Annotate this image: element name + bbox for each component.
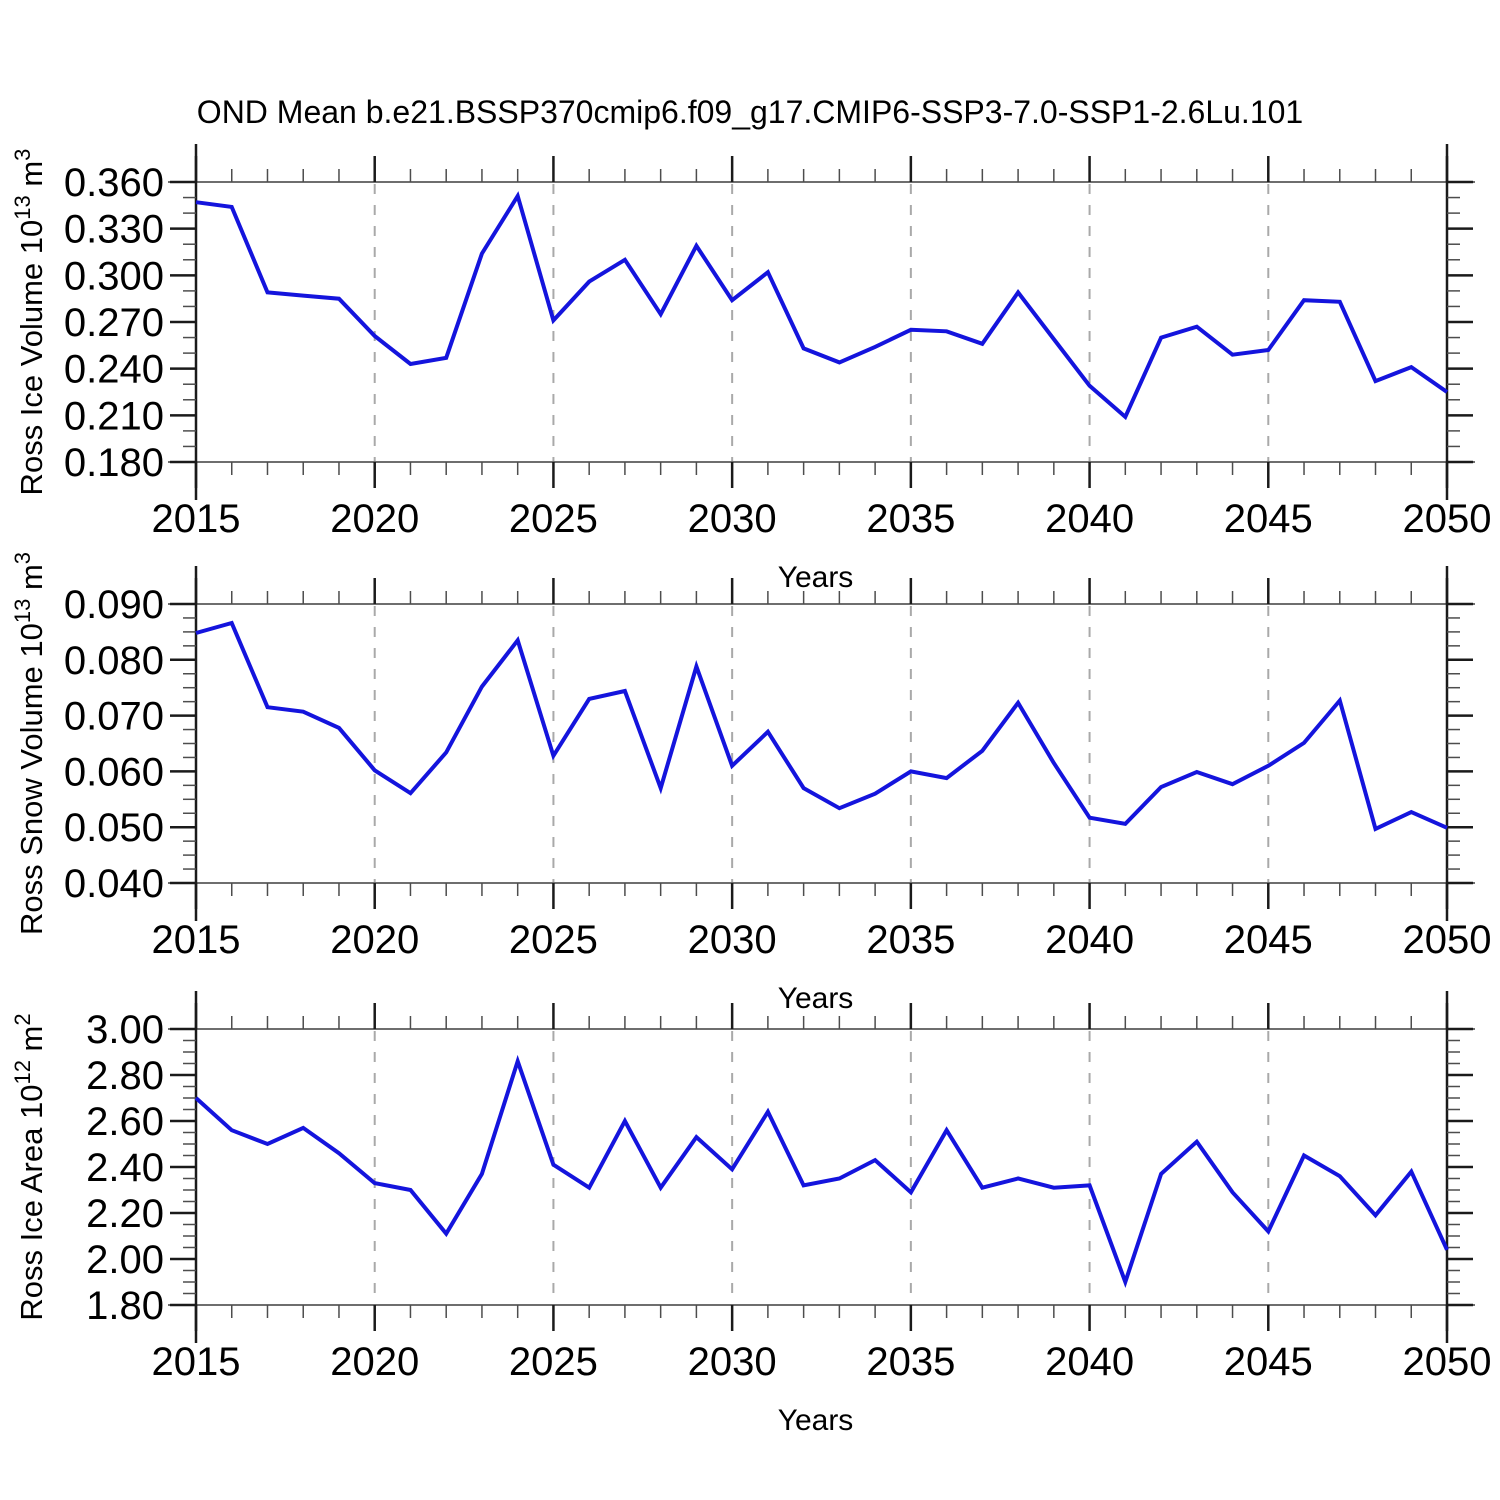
data-series-line: [194, 1054, 1449, 1289]
panel-ross-ice-area: 1.802.002.202.402.602.803.00 2015 2020 2025…: [10, 991, 1491, 1437]
y-tick-label: 0.360: [64, 161, 164, 205]
y-axis-title: Ross Ice Volume 1013 m3: [10, 149, 49, 496]
y-tick-label: 2.20: [86, 1192, 164, 1236]
y-tick-label: 2.80: [86, 1054, 164, 1098]
x-tick-label: 2015: [152, 497, 241, 541]
y-tick-label: 0.070: [64, 695, 164, 739]
x-tick-label: 2050: [1403, 1340, 1492, 1384]
y-tick-label: 0.060: [64, 750, 164, 794]
x-tick-label: 2030: [688, 497, 777, 541]
y-tick-label: 0.180: [64, 441, 164, 485]
x-tick-label: 2035: [866, 497, 955, 541]
y-axis-title: Ross Ice Area 1012 m2: [10, 1013, 49, 1320]
y-tick-label: 0.300: [64, 254, 164, 298]
y-tick-label: 2.40: [86, 1146, 164, 1190]
x-axis-title: Years: [778, 1404, 854, 1437]
x-tick-label: 2050: [1403, 918, 1492, 962]
y-tick-label: 0.270: [64, 301, 164, 345]
x-tick-label: 2050: [1403, 497, 1492, 541]
y-tick-label: 0.240: [64, 348, 164, 392]
y-tick-label: 0.090: [64, 583, 164, 627]
x-tick-label: 2015: [152, 1340, 241, 1384]
x-tick-label: 2015: [152, 918, 241, 962]
panel-ross-snow-volume: 0.040 0.050 0.060 0.070 0.080 0.090 2015 2020 20…: [10, 552, 1491, 1015]
x-tick-label: 2020: [330, 1340, 419, 1384]
x-tick-label: 2035: [866, 1340, 955, 1384]
y-tick-label: 0.050: [64, 806, 164, 850]
x-tick-label: 2045: [1224, 918, 1313, 962]
y-tick-label: 0.210: [64, 394, 164, 438]
x-axis-title: Years: [778, 561, 854, 594]
x-tick-label: 2025: [509, 918, 598, 962]
data-series-line: [195, 191, 1449, 421]
y-axis-title: Ross Snow Volume 1013 m3: [10, 552, 49, 935]
figure-title: OND Mean b.e21.BSSP370cmip6.f09_g17.CMIP…: [196, 94, 1304, 130]
data-series-line: [195, 620, 1448, 832]
y-tick-label: 2.00: [86, 1238, 164, 1282]
x-tick-label: 2030: [688, 1340, 777, 1384]
x-tick-label: 2045: [1224, 497, 1313, 541]
x-tick-label: 2030: [688, 918, 777, 962]
y-tick-label: 0.040: [64, 862, 164, 906]
y-tick-label: 0.330: [64, 208, 164, 252]
x-tick-label: 2040: [1045, 497, 1134, 541]
y-tick-label: 1.80: [86, 1284, 164, 1328]
x-tick-label: 2025: [509, 497, 598, 541]
x-tick-label: 2040: [1045, 918, 1134, 962]
y-tick-label: 0.080: [64, 639, 164, 683]
x-tick-label: 2025: [509, 1340, 598, 1384]
x-tick-label: 2020: [330, 497, 419, 541]
x-tick-label: 2045: [1224, 1340, 1313, 1384]
x-tick-label: 2035: [866, 918, 955, 962]
x-axis-title: Years: [778, 982, 854, 1015]
y-tick-label: 2.60: [86, 1100, 164, 1144]
y-tick-label: 3.00: [86, 1008, 164, 1052]
x-tick-label: 2040: [1045, 1340, 1134, 1384]
x-tick-label: 2020: [330, 918, 419, 962]
